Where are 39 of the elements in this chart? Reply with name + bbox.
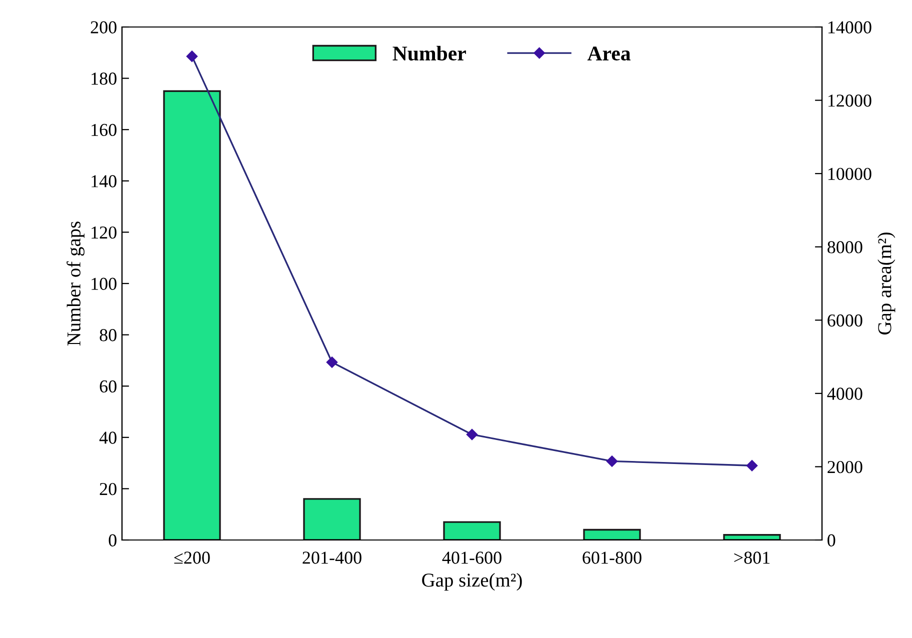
y2-tick-label: 8000 [828, 241, 862, 254]
bar [583, 528, 641, 540]
y-tick-label: 120 [92, 226, 116, 239]
y-tick-label: 0 [108, 534, 116, 546]
y-tick-label: 200 [90, 21, 116, 34]
y-tick-label: 40 [99, 432, 116, 444]
bar [443, 521, 501, 540]
y2-tick-label: 0 [828, 534, 836, 546]
y2-tick-label: 14000 [828, 21, 872, 34]
point [466, 428, 478, 440]
y-tick-label: 20 [100, 482, 116, 496]
point [326, 356, 338, 368]
x-axis-title: Gap size(m²) [422, 573, 522, 591]
point [606, 456, 618, 467]
y-tick-label: 140 [92, 175, 116, 188]
y-tick-label: 160 [92, 124, 116, 136]
bar [163, 90, 221, 540]
point [746, 460, 758, 472]
y2-tick-label: 12000 [828, 94, 872, 107]
y2-tick-label: 6000 [828, 314, 862, 327]
y2-tick-label: 10000 [828, 168, 872, 180]
y-axis-title: Number of gaps [66, 222, 84, 346]
y-tick-label: 100 [92, 278, 116, 290]
x-tick-label: 201-400 [302, 552, 362, 564]
y2-tick-label: 2000 [828, 460, 862, 474]
y-tick-label: 60 [100, 380, 116, 393]
x-tick-label: >801 [734, 552, 770, 564]
y-tick-label: 80 [100, 329, 116, 342]
bar [723, 534, 781, 540]
x-tick-label: 601-800 [582, 552, 642, 564]
y2-axis-title: Gap area(m²) [878, 232, 896, 334]
legend-label: Area [587, 46, 631, 61]
x-tick-label: ≤200 [174, 552, 210, 564]
bar [303, 498, 361, 540]
point [186, 50, 198, 62]
legend-label: Number [392, 46, 466, 61]
y-tick-label: 180 [92, 72, 116, 85]
x-tick-label: 401-600 [442, 552, 502, 564]
y2-tick-label: 4000 [827, 388, 862, 400]
